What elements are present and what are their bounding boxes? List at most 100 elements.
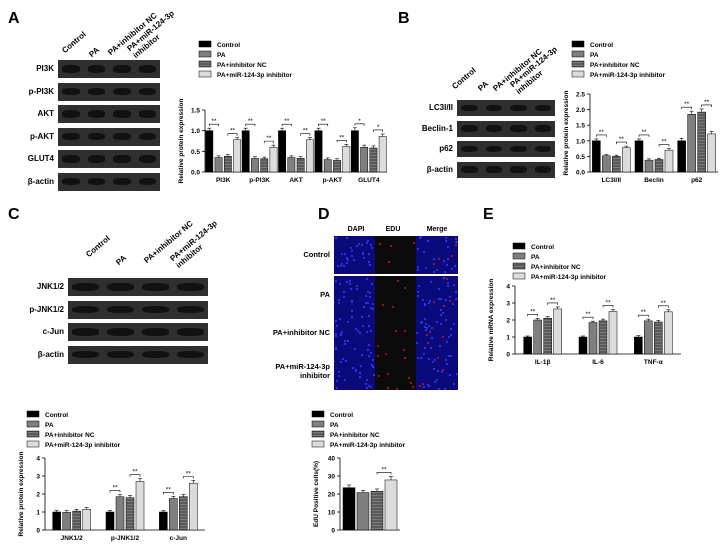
y-tick-label: 1.5 (191, 108, 200, 115)
sig-bracket (596, 134, 607, 137)
micro-cell-dapi (334, 352, 376, 390)
micro-speckle (429, 347, 432, 350)
x-tick-label: PI3K (216, 177, 231, 184)
legend-swatch (571, 50, 585, 58)
micro-speckle (454, 241, 457, 243)
legend-swatch (512, 262, 526, 270)
micro-speckle (436, 320, 439, 323)
micro-speckle (411, 386, 414, 389)
blot-strip (58, 172, 160, 191)
sig-bracket (681, 106, 692, 110)
bar (251, 158, 259, 173)
micro-speckle (436, 369, 439, 372)
sig-bracket (263, 140, 274, 144)
legend-label: PA+miR-124-3p inhibitor (330, 442, 406, 449)
blot-band (177, 350, 204, 359)
micro-speckle (435, 379, 438, 382)
micro-speckle (362, 257, 365, 260)
micro-speckle (434, 359, 437, 362)
micro-speckle (444, 358, 447, 361)
micro-speckle (382, 304, 385, 307)
panel-letter-c: C (8, 206, 20, 223)
y-tick-label: 1.0 (191, 128, 200, 135)
micro-speckle (341, 331, 344, 334)
micro-speckle (442, 276, 445, 279)
blot-band (107, 305, 134, 314)
micro-speckle (366, 348, 369, 351)
micro-speckle (422, 383, 425, 386)
blot-band (72, 283, 99, 291)
micro-speckle (443, 260, 446, 263)
sig-label: ** (132, 469, 138, 476)
micro-speckle (372, 358, 375, 361)
micro-speckle (347, 259, 350, 262)
blot-label: p62 (439, 144, 453, 153)
legend-label: PA+miR-124-3p inhibitor (45, 442, 121, 449)
panel-letter-a: A (8, 10, 20, 27)
x-tick-label: p-PI3K (249, 177, 270, 184)
bar (205, 130, 214, 173)
blot-label: LC3I/II (428, 103, 453, 112)
micro-row-label: PA+inhibitor NC (238, 328, 330, 337)
micro-speckle (341, 262, 344, 265)
blot-band (510, 125, 527, 132)
micro-speckle (356, 244, 359, 247)
micro-speckle (341, 253, 344, 256)
bar (233, 139, 242, 173)
micro-speckle (340, 333, 343, 336)
sig-label: ** (704, 99, 710, 106)
micro-speckle (438, 345, 441, 348)
y-tick-label: 3 (36, 474, 40, 481)
micro-speckle (370, 307, 373, 310)
legend-label: PA (531, 254, 540, 261)
micro-speckle (335, 387, 338, 390)
sig-label: ** (303, 128, 309, 135)
blot-band (107, 283, 134, 291)
micro-speckle (335, 348, 338, 351)
bar (350, 130, 359, 173)
legend-swatch (311, 420, 325, 428)
bar (125, 497, 135, 531)
micro-speckle (455, 297, 458, 300)
micro-speckle (416, 342, 419, 345)
micro-speckle (439, 323, 442, 326)
micro-speckle (343, 253, 346, 256)
blot-band (177, 283, 204, 291)
micro-speckle (355, 370, 358, 373)
bar (260, 158, 269, 173)
blot-a-head-pa: PA (87, 45, 102, 59)
bar (553, 308, 562, 355)
micro-speckle (435, 269, 438, 272)
bar (223, 156, 232, 173)
micro-speckle (425, 326, 428, 329)
micro-speckle (365, 277, 368, 280)
y-tick-label: 1 (506, 335, 510, 342)
micro-speckle (360, 316, 363, 319)
legend-swatch (198, 40, 212, 48)
micro-speckle (416, 332, 419, 335)
sig-label: ** (661, 300, 667, 307)
bar (333, 160, 341, 173)
micro-row-label-line1: PA+inhibitor NC (272, 328, 330, 337)
micro-speckle (335, 325, 338, 328)
bar (115, 496, 125, 531)
micro-speckle (418, 236, 421, 239)
bar (189, 482, 198, 531)
legend-label: Control (531, 244, 554, 251)
micro-speckle (369, 292, 372, 295)
micro-speckle (425, 334, 428, 337)
bar (664, 149, 674, 173)
blot-label: PI3K (36, 64, 54, 73)
blot-label: β-actin (426, 164, 453, 174)
sig-bracket (582, 316, 594, 320)
blot-band (534, 166, 551, 173)
micro-cell-merge (416, 352, 458, 390)
micro-speckle (417, 266, 420, 269)
micro-speckle (367, 301, 370, 304)
blot-label: GLUT4 (27, 154, 54, 163)
y-tick-label: 20 (328, 492, 336, 499)
chart-c: Control PA PA+inhibitor NC PA+miR-124-3p in… (18, 410, 205, 542)
blot-band (485, 125, 502, 132)
blot-band (113, 132, 131, 141)
y-tick-label: 2.5 (576, 92, 585, 99)
